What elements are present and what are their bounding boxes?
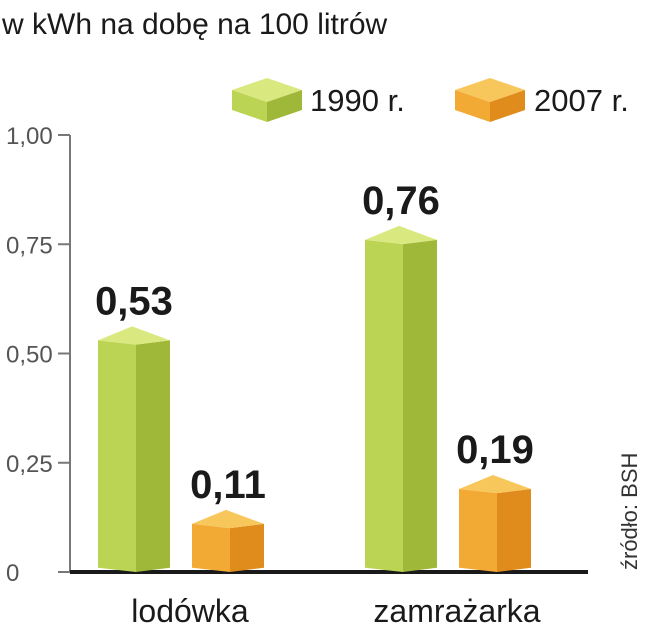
legend-label: 2007 r. [534,83,629,118]
data-label: 0,76 [362,179,440,223]
bar-top-face [192,509,264,529]
cube-front [455,90,490,122]
bars: 0,53 0,76 0,11 0,19 [95,179,534,572]
y-tick-label: 1,00 [6,123,53,150]
bar-front-face [98,340,136,572]
bar-top-face [365,225,437,245]
legend-swatch-cube [232,78,302,122]
category-label: zamrażarka [373,593,540,629]
legend-swatch-cube [455,78,525,122]
source-note: źródło: BSH [617,453,642,570]
legend-label: 1990 r. [310,83,405,118]
category-label: lodówka [131,593,249,629]
bar-side-face [497,488,531,572]
cube-side [490,90,525,122]
bar [365,225,437,572]
bar [192,509,264,572]
bar-side-face [403,239,437,572]
bar-front-face [459,488,497,572]
y-tick-label: 0,75 [6,232,53,259]
bar-side-face [136,340,170,572]
cube-front [232,90,267,122]
y-tick-label: 0 [6,560,19,587]
cube-side [267,90,302,122]
legend: 1990 r. 2007 r. [232,78,629,122]
y-axis: 0 0,25 0,50 0,75 1,00 [6,123,588,587]
bar-top-face [459,474,531,494]
data-label: 0,19 [456,428,534,472]
chart-title: w kWh na dobę na 100 litrów [1,8,388,41]
data-label: 0,53 [95,279,173,323]
y-tick-label: 0,25 [6,451,53,478]
bar-front-face [365,239,403,572]
data-label: 0,11 [190,463,266,507]
bar [459,474,531,572]
bar [98,326,170,572]
bar-top-face [98,326,170,345]
y-tick-label: 0,50 [6,342,53,369]
category-labels: lodówka zamrażarka [131,593,540,629]
bar-side-face [230,523,264,572]
bar-front-face [192,523,230,572]
